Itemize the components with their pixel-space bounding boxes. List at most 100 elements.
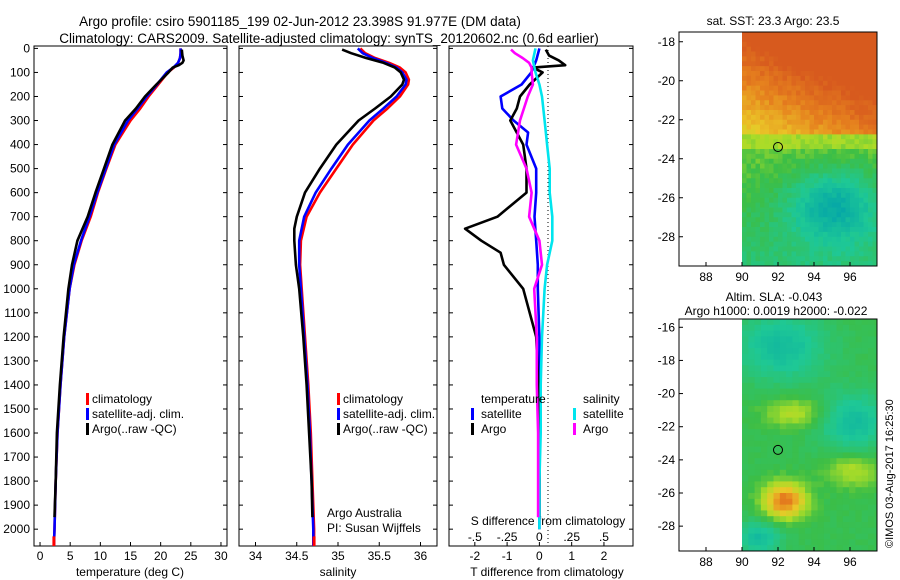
sst-cell bbox=[868, 163, 874, 170]
sst-cell bbox=[742, 256, 748, 262]
sst-cell bbox=[746, 153, 752, 160]
sla-cell bbox=[742, 336, 749, 343]
sst-cell bbox=[854, 163, 860, 170]
sst-cell bbox=[796, 134, 802, 140]
sst-cell bbox=[796, 149, 802, 155]
sst-cell bbox=[773, 66, 779, 72]
sst-cell bbox=[859, 256, 865, 262]
sst-cell bbox=[854, 80, 860, 87]
sst-cell bbox=[836, 222, 842, 228]
sst-cell bbox=[868, 119, 874, 126]
sst-cell bbox=[796, 95, 802, 101]
sst-cell bbox=[872, 256, 877, 262]
sla-cell bbox=[823, 533, 831, 540]
sla-cell bbox=[754, 382, 762, 390]
sla-cell bbox=[754, 365, 762, 372]
sst-cell bbox=[809, 71, 815, 77]
sst-map-axes: 88 90 92 94 96-18-20-22-24-26-28 bbox=[658, 35, 857, 284]
credit-pi: PI: Susan Wijffels bbox=[327, 521, 421, 535]
sla-cell bbox=[811, 429, 819, 436]
sla-cell bbox=[760, 400, 768, 407]
sst-cell bbox=[800, 246, 806, 252]
sla-cell bbox=[792, 498, 800, 506]
sla-cell bbox=[849, 493, 856, 500]
sst-cell bbox=[836, 75, 842, 82]
sst-cell bbox=[751, 153, 757, 160]
sst-cell bbox=[791, 222, 797, 228]
sst-cell bbox=[872, 80, 877, 87]
sla-cell bbox=[773, 388, 781, 395]
sst-cell bbox=[845, 251, 851, 257]
sst-cell bbox=[755, 212, 761, 218]
sst-cell bbox=[809, 51, 815, 57]
sla-cell bbox=[817, 359, 825, 366]
sla-cell bbox=[811, 353, 819, 361]
sla-cell bbox=[861, 406, 869, 413]
sst-cell bbox=[845, 71, 851, 77]
sst-cell bbox=[836, 212, 842, 218]
sst-cell bbox=[854, 85, 860, 92]
sst-cell bbox=[845, 241, 851, 248]
sst-cell bbox=[769, 110, 775, 116]
sla-cell bbox=[798, 388, 806, 395]
sst-cell bbox=[782, 119, 788, 126]
sst-cell bbox=[827, 241, 833, 248]
map-y-tick-label: -20 bbox=[658, 74, 676, 88]
sst-cell bbox=[863, 149, 869, 155]
sla-cell bbox=[760, 440, 768, 448]
sla-cell bbox=[748, 435, 756, 442]
sst-cell bbox=[868, 178, 874, 184]
sst-cell bbox=[755, 90, 761, 96]
sst-cell bbox=[809, 197, 815, 204]
sla-cell bbox=[823, 545, 831, 551]
sst-cell bbox=[850, 114, 856, 121]
sst-cell bbox=[751, 158, 757, 165]
sla-cell bbox=[836, 516, 844, 523]
sla-cell bbox=[874, 533, 877, 540]
sla-cell bbox=[842, 342, 850, 349]
sst-cell bbox=[814, 124, 820, 131]
sst-cell bbox=[841, 114, 847, 121]
difference-profile-lines bbox=[463, 48, 567, 530]
sst-cell bbox=[823, 183, 829, 189]
sst-cell bbox=[787, 202, 793, 209]
sst-cell bbox=[836, 188, 842, 194]
sst-cell bbox=[854, 153, 860, 160]
sla-cell bbox=[830, 493, 838, 500]
sla-cell bbox=[748, 458, 756, 465]
map-y-tick-label: -18 bbox=[658, 353, 676, 367]
sst-cell bbox=[778, 90, 784, 96]
sst-cell bbox=[755, 114, 761, 121]
sst-cell bbox=[796, 231, 802, 238]
sla-cell bbox=[811, 330, 819, 337]
series-line bbox=[52, 48, 182, 546]
sla-cell bbox=[842, 417, 850, 424]
sst-cell bbox=[778, 173, 784, 179]
sst-cell bbox=[841, 236, 847, 243]
sst-cell bbox=[818, 173, 824, 179]
sla-cell bbox=[767, 359, 775, 366]
sla-cell bbox=[760, 545, 768, 551]
sst-cell bbox=[832, 36, 838, 43]
sst-cell bbox=[760, 41, 766, 48]
sst-cell bbox=[769, 261, 775, 266]
sst-float-position-marker bbox=[773, 142, 783, 152]
sst-cell bbox=[814, 168, 820, 174]
sla-cell bbox=[868, 435, 875, 442]
sst-cell bbox=[764, 168, 770, 174]
sst-cell bbox=[854, 256, 860, 262]
sla-cell bbox=[805, 475, 812, 482]
sst-cell bbox=[782, 246, 788, 252]
sst-cell bbox=[845, 139, 851, 145]
sla-cell bbox=[798, 336, 806, 343]
sst-cell bbox=[755, 129, 761, 135]
sla-cell bbox=[868, 429, 875, 436]
sla-cell bbox=[811, 336, 819, 343]
sst-cell bbox=[827, 168, 833, 174]
sla-cell bbox=[842, 394, 850, 401]
sla-cell bbox=[823, 330, 831, 337]
sst-cell bbox=[742, 75, 748, 82]
sst-cell bbox=[823, 119, 829, 126]
sst-cell bbox=[818, 100, 824, 106]
sst-cell bbox=[778, 222, 784, 228]
